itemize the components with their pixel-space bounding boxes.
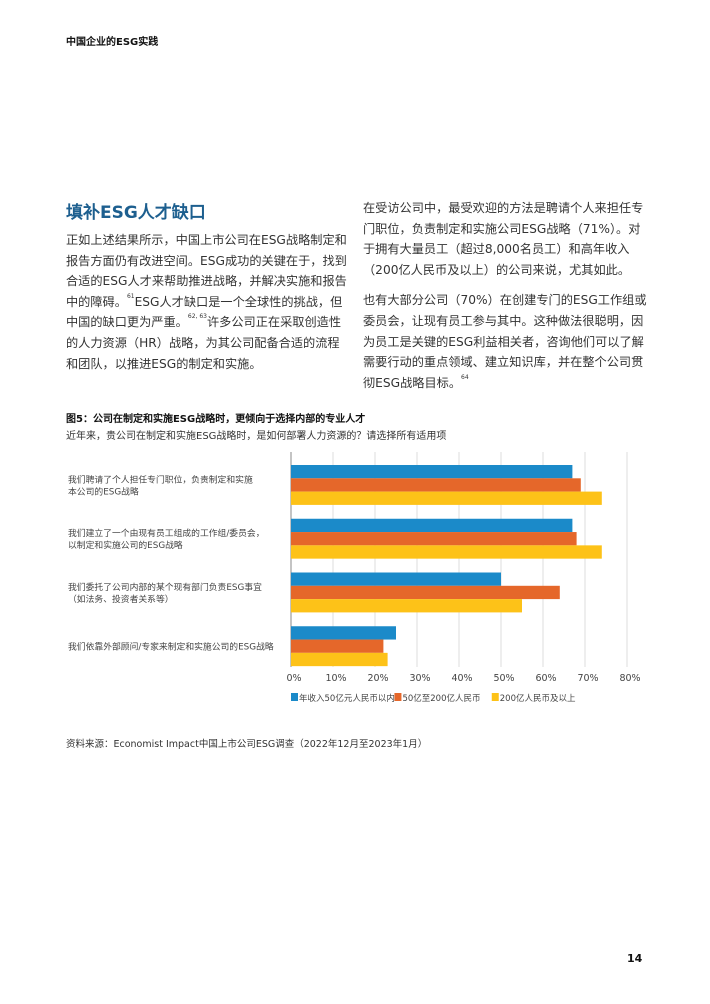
x-tick-label: 0% — [286, 673, 301, 684]
bar — [291, 532, 577, 546]
paragraph-text: 也有大部分公司（70%）在创建专门的ESG工作组或委员会，让现有员工参与其中。这… — [363, 293, 647, 390]
footnote-ref: 64 — [461, 373, 469, 381]
footnote-ref: 61 — [126, 292, 135, 300]
category-label: 我们建立了一个由现有员工组成的工作组/委员会， — [68, 527, 265, 539]
footnote-ref: 62, 63 — [187, 313, 207, 321]
bar — [291, 478, 581, 492]
bar — [291, 572, 501, 586]
bar — [291, 639, 384, 653]
x-tick-label: 20% — [367, 673, 388, 684]
x-tick-label: 80% — [619, 673, 640, 684]
category-label: （如法务、投资者关系等） — [68, 593, 174, 605]
x-tick-label: 60% — [535, 673, 556, 684]
paragraph-text: 正如上述结果所示，中国上市公司在ESG战略制定和报告方面仍有改进空间。ESG成功… — [66, 233, 347, 309]
legend-swatch — [491, 693, 499, 701]
bar — [291, 626, 396, 640]
bar — [291, 585, 560, 600]
legend-label: 200亿人民币及以上 — [500, 693, 576, 704]
right-column: 在受访公司中，最受欢迎的方法是聘请个人来担任专门职位，负责制定和实施公司ESG战… — [363, 198, 647, 403]
x-tick-label: 40% — [451, 673, 472, 684]
paragraph-text: 许多公司正在采取创造性的人力资源（HR）战略，为其公司配备合适的流程和团队，以推… — [66, 315, 342, 371]
bar — [291, 545, 602, 559]
bar — [291, 518, 573, 533]
x-tick-label: 70% — [577, 673, 598, 684]
figure-title: 图5：公司在制定和实施ESG战略时，更倾向于选择内部的专业人才 — [66, 414, 366, 425]
section-heading: 填补ESG人才缺口 — [66, 203, 206, 223]
category-label: 我们聘请了个人担任专门职位，负责制定和实施 — [68, 473, 253, 485]
category-label: 我们依靠外部顾问/专家来制定和实施公司的ESG战略 — [68, 641, 274, 653]
x-tick-label: 10% — [325, 673, 346, 684]
running-header: 中国企业的ESG实践 — [66, 37, 159, 48]
source-note: 资料来源：Economist Impact中国上市公司ESG调查（2022年12… — [66, 739, 428, 750]
paragraph-text: ESG人才缺口是一个全球性的挑战，但中国的缺口更为严重。 — [66, 294, 343, 330]
legend-swatch — [291, 693, 298, 701]
bar — [291, 491, 602, 505]
bar — [291, 599, 522, 613]
x-tick-label: 50% — [493, 673, 514, 684]
legend-swatch — [394, 693, 402, 701]
category-label: 本公司的ESG战略 — [68, 485, 139, 497]
figure-subtitle: 近年来，贵公司在制定和实施ESG战略时，是如何部署人力资源的？请选择所有适用项 — [66, 431, 447, 442]
legend-label: 50亿至200亿人民币 — [402, 693, 480, 704]
legend-label: 年收入50亿元人民币以内 — [299, 693, 395, 704]
paragraph: 在受访公司中，最受欢迎的方法是聘请个人来担任专门职位，负责制定和实施公司ESG战… — [363, 201, 644, 277]
left-column: 正如上述结果所示，中国上市公司在ESG战略制定和报告方面仍有改进空间。ESG成功… — [66, 230, 348, 384]
category-label: 我们委托了公司内部的某个现有部门负责ESG事宜 — [68, 581, 262, 593]
bar — [291, 652, 388, 667]
bar — [291, 465, 573, 479]
page-number: 14 — [627, 952, 643, 965]
category-label: 以制定和实施公司的ESG战略 — [68, 539, 183, 551]
x-tick-label: 30% — [409, 673, 430, 684]
